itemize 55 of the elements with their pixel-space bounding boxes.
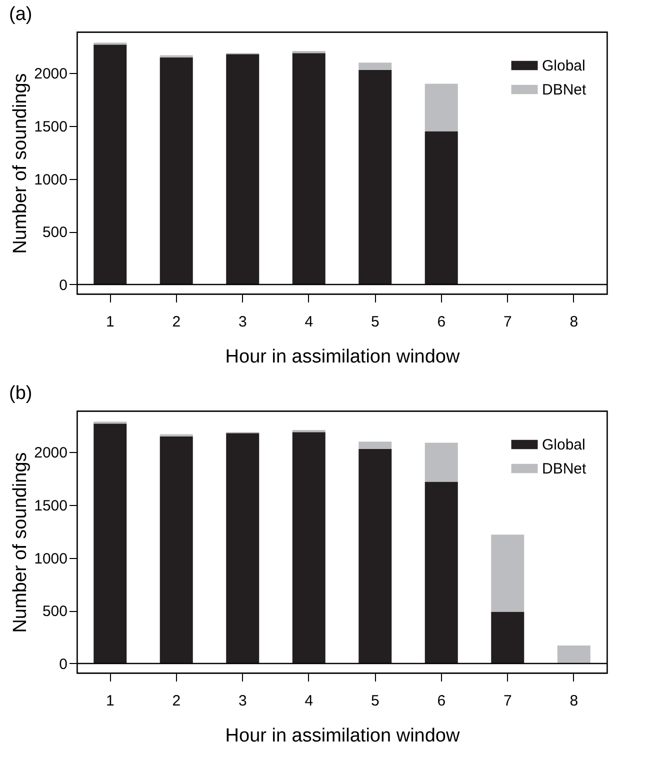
- y-axis-title: Number of soundings: [10, 73, 32, 254]
- bar: [358, 70, 392, 284]
- x-tick-label: 4: [304, 692, 314, 710]
- x-tick-label: 3: [238, 692, 247, 710]
- bar: [491, 612, 524, 664]
- x-tick-label: 3: [238, 314, 247, 330]
- bar: [358, 62, 392, 70]
- chart-title: (b): [9, 383, 32, 404]
- y-tick-label: 1500: [34, 118, 68, 136]
- y-tick-label: 2000: [34, 66, 68, 83]
- y-axis-title: Number of soundings: [10, 452, 32, 633]
- x-tick-label: 8: [570, 692, 578, 710]
- y-tick-label: 1000: [34, 550, 68, 568]
- bar: [160, 57, 193, 284]
- x-tick-label: 7: [503, 692, 512, 710]
- x-tick-label: 6: [437, 692, 446, 710]
- x-axis-title: Hour in assimilation window: [225, 346, 460, 368]
- legend-label: DBNet: [542, 460, 588, 478]
- y-tick-label: 500: [42, 224, 68, 242]
- bar: [358, 449, 392, 664]
- bar: [292, 432, 326, 664]
- legend-label: Global: [542, 436, 586, 454]
- x-tick-label: 5: [370, 314, 380, 330]
- x-tick-label: 5: [370, 692, 380, 710]
- y-tick-label: 0: [59, 656, 68, 673]
- legend-label: DBNet: [542, 82, 588, 98]
- bar: [94, 44, 127, 284]
- x-tick-label: 6: [437, 314, 446, 330]
- bar: [424, 84, 458, 132]
- bar: [358, 442, 392, 450]
- bar: [292, 53, 326, 284]
- bar: [424, 442, 458, 482]
- bar: [226, 54, 260, 284]
- x-tick-label: 2: [172, 314, 181, 330]
- y-tick-label: 500: [42, 603, 68, 620]
- x-tick-label: 4: [304, 314, 314, 330]
- y-tick-label: 0: [59, 276, 68, 294]
- bar: [557, 646, 590, 664]
- y-tick-label: 1000: [34, 171, 68, 188]
- x-tick-label: 8: [570, 314, 578, 330]
- legend-label: Global: [542, 58, 586, 74]
- bar: [160, 436, 193, 664]
- x-tick-label: 2: [172, 692, 181, 710]
- bar: [226, 433, 260, 664]
- y-tick-label: 1500: [34, 498, 68, 515]
- x-tick-label: 1: [106, 692, 114, 710]
- y-tick-label: 2000: [34, 444, 68, 462]
- x-tick-label: 7: [503, 314, 512, 330]
- x-tick-label: 1: [106, 314, 114, 330]
- chart-title: (a): [9, 4, 32, 25]
- bar: [424, 131, 458, 284]
- bar: [424, 482, 458, 664]
- bar: [94, 424, 127, 664]
- x-axis-title: Hour in assimilation window: [225, 726, 460, 746]
- bar: [491, 534, 524, 612]
